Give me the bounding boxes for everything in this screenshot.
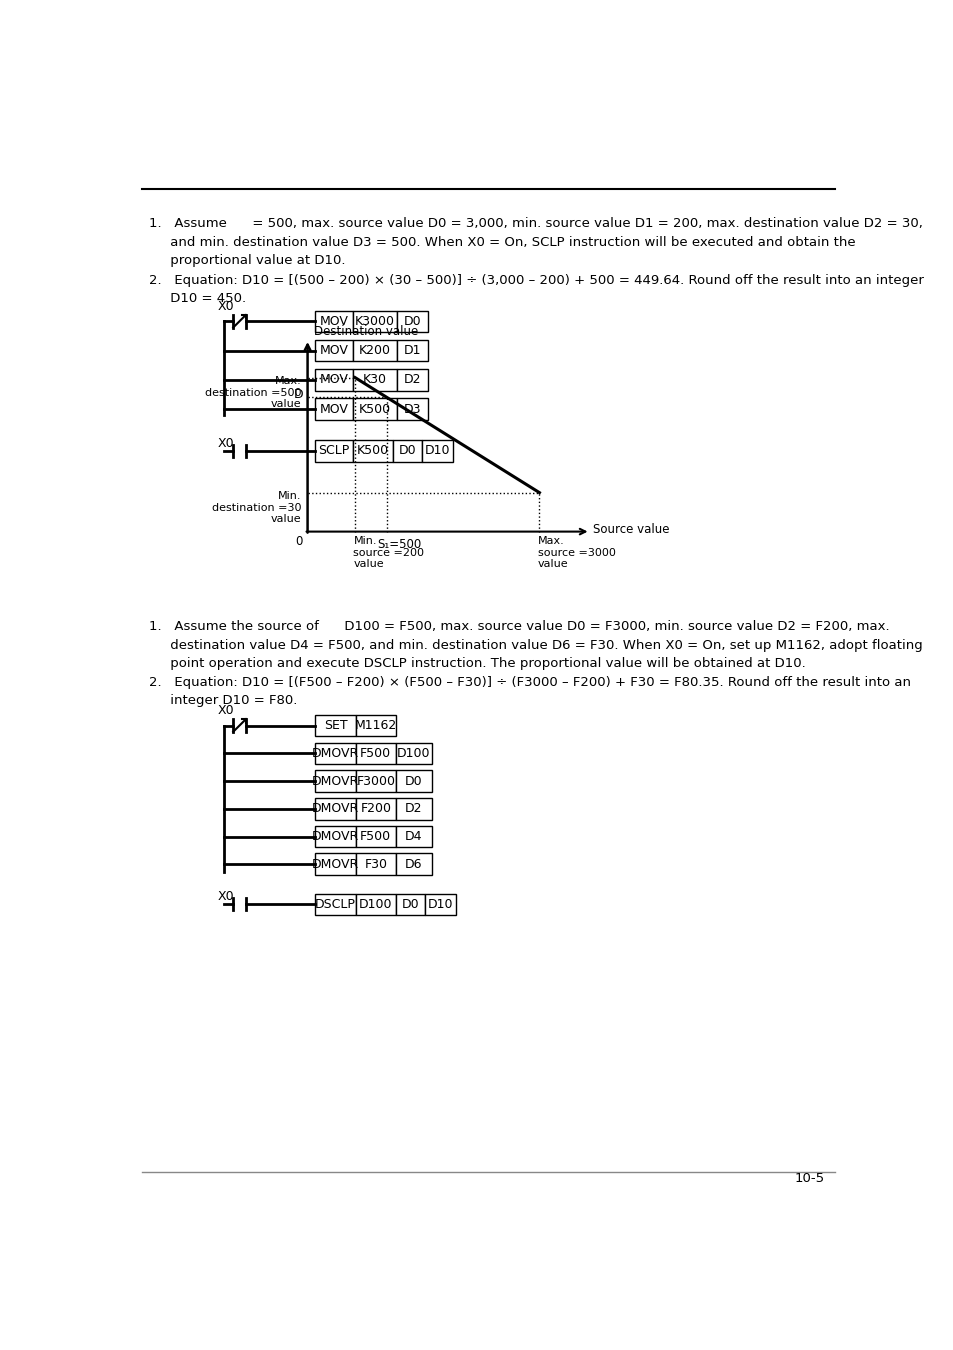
Text: F500: F500 [360, 747, 391, 760]
Text: S₁=500: S₁=500 [376, 537, 421, 551]
Text: X0: X0 [217, 437, 234, 450]
Bar [395, 826, 431, 848]
Bar [422, 440, 453, 462]
Text: D2: D2 [404, 374, 421, 386]
Bar [315, 340, 353, 362]
Bar [395, 743, 431, 764]
Bar [315, 716, 355, 736]
Bar [353, 398, 397, 420]
Text: MOV: MOV [319, 402, 348, 416]
Text: F3000: F3000 [355, 775, 395, 787]
Text: D10: D10 [425, 444, 450, 458]
Bar [353, 369, 397, 390]
Text: MOV: MOV [319, 315, 348, 328]
Text: K500: K500 [356, 444, 388, 458]
Text: Source value: Source value [592, 522, 669, 536]
Bar [353, 440, 393, 462]
Text: 1.   Assume      = 500, max. source value D0 = 3,000, min. source value D1 = 200: 1. Assume = 500, max. source value D0 = … [149, 217, 922, 231]
Bar [395, 798, 431, 819]
Text: D100: D100 [396, 747, 430, 760]
Text: DMOVR: DMOVR [312, 830, 358, 842]
Text: 1.   Assume the source of      D100 = F500, max. source value D0 = F3000, min. s: 1. Assume the source of D100 = F500, max… [149, 620, 888, 633]
Text: 2.   Equation: D10 = [(F500 – F200) × (F500 – F30)] ÷ (F3000 – F200) + F30 = F80: 2. Equation: D10 = [(F500 – F200) × (F50… [149, 675, 910, 688]
Text: Min.
destination =30
value: Min. destination =30 value [212, 491, 301, 524]
Bar [315, 743, 355, 764]
Text: M1162: M1162 [355, 720, 396, 732]
Text: DMOVR: DMOVR [312, 775, 358, 787]
Bar [397, 310, 428, 332]
Text: D2: D2 [405, 802, 422, 815]
Bar [397, 369, 428, 390]
Text: X0: X0 [217, 300, 234, 313]
Text: 0: 0 [295, 535, 303, 548]
Text: D3: D3 [404, 402, 421, 416]
Text: K30: K30 [363, 374, 387, 386]
Bar [353, 310, 397, 332]
Bar [315, 826, 355, 848]
Bar [397, 340, 428, 362]
Text: DMOVR: DMOVR [312, 857, 358, 871]
Text: proportional value at D10.: proportional value at D10. [149, 254, 345, 267]
Text: D10 = 450.: D10 = 450. [149, 292, 246, 305]
Text: K3000: K3000 [355, 315, 395, 328]
Bar [355, 853, 395, 875]
Bar [355, 716, 395, 736]
Text: DSCLP: DSCLP [314, 898, 355, 911]
Bar [315, 798, 355, 819]
Text: point operation and execute DSCLP instruction. The proportional value will be ob: point operation and execute DSCLP instru… [149, 657, 804, 670]
Bar [353, 340, 397, 362]
Text: MOV: MOV [319, 374, 348, 386]
Bar [315, 771, 355, 792]
Text: integer D10 = F80.: integer D10 = F80. [149, 694, 296, 707]
Text: D0: D0 [404, 775, 422, 787]
Text: F500: F500 [360, 830, 391, 842]
Text: D0: D0 [398, 444, 416, 458]
Text: D10: D10 [428, 898, 453, 911]
Text: D6: D6 [405, 857, 422, 871]
Text: Max.
source =3000
value: Max. source =3000 value [537, 536, 615, 570]
Text: F200: F200 [360, 802, 391, 815]
Text: SET: SET [323, 720, 347, 732]
Text: MOV: MOV [319, 344, 348, 358]
Bar [355, 826, 395, 848]
Bar [395, 771, 431, 792]
Bar [355, 894, 395, 915]
Text: D0: D0 [404, 315, 421, 328]
Text: DMOVR: DMOVR [312, 747, 358, 760]
Bar [355, 798, 395, 819]
Bar [425, 894, 456, 915]
Bar [397, 398, 428, 420]
Text: K500: K500 [358, 402, 391, 416]
Text: Min.
source =200
value: Min. source =200 value [353, 536, 424, 570]
Bar [315, 369, 353, 390]
Bar [315, 894, 355, 915]
Bar [315, 853, 355, 875]
Text: D4: D4 [405, 830, 422, 842]
Bar [355, 771, 395, 792]
Text: SCLP: SCLP [318, 444, 349, 458]
Text: DMOVR: DMOVR [312, 802, 358, 815]
Bar [315, 310, 353, 332]
Text: X0: X0 [217, 891, 234, 903]
Text: 2.   Equation: D10 = [(500 – 200) × (30 – 500)] ÷ (3,000 – 200) + 500 = 449.64. : 2. Equation: D10 = [(500 – 200) × (30 – … [149, 274, 923, 286]
Bar [395, 894, 425, 915]
Text: D0: D0 [401, 898, 419, 911]
Text: 10-5: 10-5 [794, 1172, 823, 1184]
Text: K200: K200 [358, 344, 391, 358]
Text: Destination value: Destination value [314, 324, 417, 338]
Text: X0: X0 [217, 705, 234, 717]
Text: destination value D4 = F500, and min. destination value D6 = F30. When X0 = On, : destination value D4 = F500, and min. de… [149, 639, 922, 652]
Bar [315, 398, 353, 420]
Bar [395, 853, 431, 875]
Text: Max.
destination =500
value: Max. destination =500 value [205, 377, 301, 409]
Text: D: D [294, 389, 303, 401]
Bar [393, 440, 422, 462]
Bar [315, 440, 353, 462]
Text: F30: F30 [364, 857, 387, 871]
Bar [355, 743, 395, 764]
Text: D100: D100 [358, 898, 392, 911]
Text: D1: D1 [404, 344, 421, 358]
Text: and min. destination value D3 = 500. When X0 = On, SCLP instruction will be exec: and min. destination value D3 = 500. Whe… [149, 236, 855, 248]
